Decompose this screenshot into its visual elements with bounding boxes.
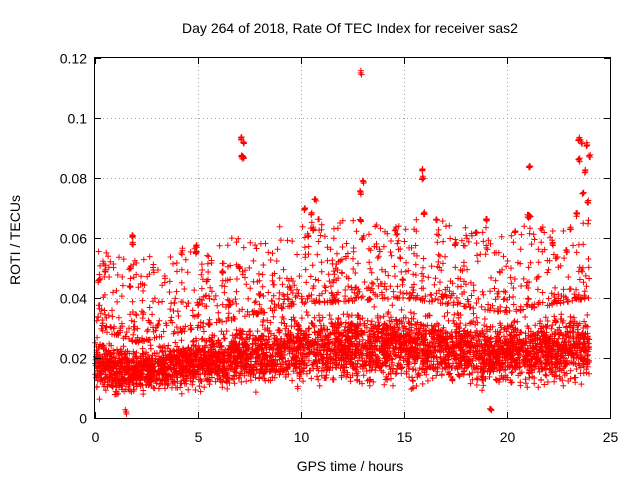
x-tick-label: 10	[294, 429, 310, 445]
x-axis-label: GPS time / hours	[297, 458, 404, 474]
plot-frame	[94, 57, 611, 419]
y-axis-label: ROTI / TECUs	[7, 195, 23, 285]
y-tick-label: 0.04	[60, 291, 87, 307]
x-tick-label: 15	[397, 429, 413, 445]
chart-title: Day 264 of 2018, Rate Of TEC Index for r…	[182, 20, 518, 36]
x-tick-label: 5	[195, 429, 203, 445]
y-tick-label: 0.08	[60, 171, 87, 187]
axis-ticks: 0 5 10 15 20 25 0 0.02 0.04 0.06 0.08 0.1 0.12	[60, 51, 619, 446]
y-tick-label: 0	[79, 411, 87, 427]
x-tick-label: 20	[500, 429, 516, 445]
x-tick-label: 25	[603, 429, 619, 445]
roti-point-markers	[92, 67, 594, 417]
y-tick-label: 0.12	[60, 51, 87, 67]
y-tick-label: 0.1	[68, 111, 88, 127]
x-tick-label: 0	[92, 429, 100, 445]
data-points	[92, 67, 594, 417]
y-tick-label: 0.02	[60, 351, 87, 367]
y-tick-label: 0.06	[60, 231, 87, 247]
